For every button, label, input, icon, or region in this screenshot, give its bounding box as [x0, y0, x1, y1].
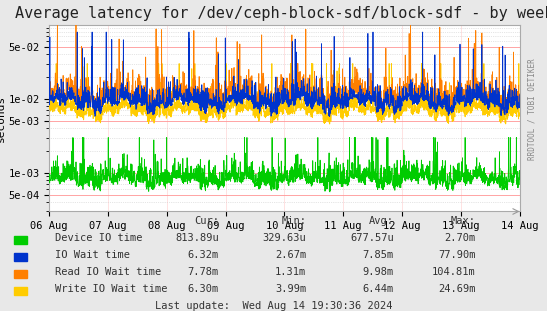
Text: 2.70m: 2.70m — [445, 233, 476, 243]
Text: 6.32m: 6.32m — [188, 250, 219, 260]
Text: 104.81m: 104.81m — [432, 267, 476, 277]
Y-axis label: seconds: seconds — [0, 95, 5, 142]
Text: 6.44m: 6.44m — [363, 284, 394, 294]
Text: IO Wait time: IO Wait time — [55, 250, 130, 260]
Text: Avg:: Avg: — [369, 216, 394, 226]
Text: 7.85m: 7.85m — [363, 250, 394, 260]
Text: 813.89u: 813.89u — [175, 233, 219, 243]
Text: 9.98m: 9.98m — [363, 267, 394, 277]
Text: 3.99m: 3.99m — [275, 284, 306, 294]
Text: 24.69m: 24.69m — [438, 284, 476, 294]
Text: RRDTOOL / TOBI OETIKER: RRDTOOL / TOBI OETIKER — [527, 58, 536, 160]
Text: Max:: Max: — [451, 216, 476, 226]
Text: Write IO Wait time: Write IO Wait time — [55, 284, 167, 294]
Text: 6.30m: 6.30m — [188, 284, 219, 294]
Text: 2.67m: 2.67m — [275, 250, 306, 260]
Text: Min:: Min: — [281, 216, 306, 226]
Text: 677.57u: 677.57u — [350, 233, 394, 243]
Text: Device IO time: Device IO time — [55, 233, 142, 243]
Text: 7.78m: 7.78m — [188, 267, 219, 277]
Text: 1.31m: 1.31m — [275, 267, 306, 277]
Text: Last update:  Wed Aug 14 19:30:36 2024: Last update: Wed Aug 14 19:30:36 2024 — [155, 301, 392, 311]
Text: 77.90m: 77.90m — [438, 250, 476, 260]
Text: Read IO Wait time: Read IO Wait time — [55, 267, 161, 277]
Text: Cur:: Cur: — [194, 216, 219, 226]
Text: 329.63u: 329.63u — [263, 233, 306, 243]
Title: Average latency for /dev/ceph-block-sdf/block-sdf - by week: Average latency for /dev/ceph-block-sdf/… — [15, 6, 547, 21]
